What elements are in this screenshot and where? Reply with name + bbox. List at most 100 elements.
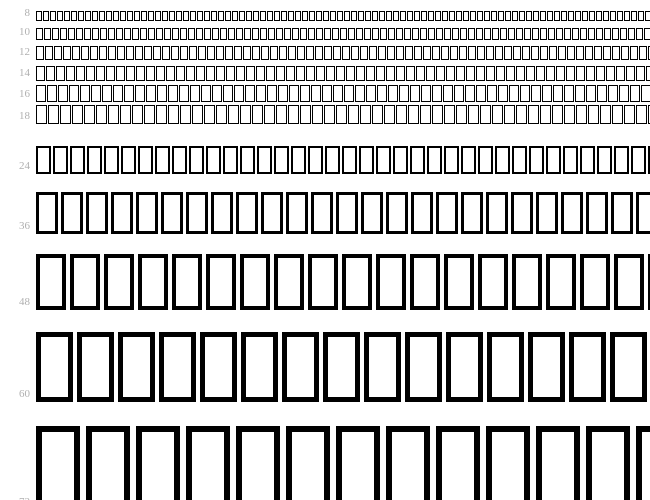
notdef-glyph — [405, 46, 413, 60]
notdef-glyph — [612, 28, 619, 40]
notdef-glyph — [311, 85, 321, 102]
notdef-glyph — [460, 28, 467, 40]
notdef-glyph — [288, 11, 294, 21]
size-row: 36 — [0, 192, 650, 234]
glyph-run — [36, 146, 650, 174]
notdef-glyph — [216, 46, 224, 60]
notdef-glyph — [96, 66, 105, 81]
notdef-glyph — [120, 11, 126, 21]
notdef-glyph — [223, 146, 238, 174]
notdef-glyph — [617, 11, 623, 21]
notdef-glyph — [366, 85, 376, 102]
notdef-glyph — [228, 105, 239, 124]
notdef-glyph — [168, 105, 179, 124]
notdef-glyph — [470, 11, 476, 21]
notdef-glyph — [148, 28, 155, 40]
notdef-glyph — [580, 146, 595, 174]
notdef-glyph — [326, 66, 335, 81]
notdef-glyph — [240, 105, 251, 124]
notdef-glyph — [267, 85, 277, 102]
notdef-glyph — [586, 85, 596, 102]
notdef-glyph — [372, 28, 379, 40]
size-row: 8 — [0, 8, 650, 21]
notdef-glyph — [426, 66, 435, 81]
notdef-glyph — [387, 46, 395, 60]
notdef-glyph — [491, 11, 497, 21]
notdef-glyph — [146, 85, 156, 102]
notdef-glyph — [68, 28, 75, 40]
notdef-glyph — [410, 85, 420, 102]
notdef-glyph — [582, 11, 588, 21]
glyph-run — [36, 46, 650, 60]
notdef-glyph — [330, 11, 336, 21]
notdef-glyph — [377, 85, 387, 102]
notdef-glyph — [189, 146, 204, 174]
notdef-glyph — [443, 85, 453, 102]
notdef-glyph — [446, 66, 455, 81]
notdef-glyph — [256, 66, 265, 81]
notdef-glyph — [141, 11, 147, 21]
notdef-glyph — [596, 28, 603, 40]
notdef-glyph — [44, 28, 51, 40]
notdef-glyph — [427, 146, 442, 174]
notdef-glyph — [267, 11, 273, 21]
notdef-glyph — [136, 192, 158, 234]
notdef-glyph — [528, 332, 565, 402]
notdef-glyph — [156, 66, 165, 81]
notdef-glyph — [200, 332, 237, 402]
notdef-glyph — [260, 28, 267, 40]
notdef-glyph — [52, 28, 59, 40]
notdef-glyph — [576, 105, 587, 124]
notdef-glyph — [492, 28, 499, 40]
notdef-glyph — [84, 28, 91, 40]
notdef-glyph — [624, 105, 635, 124]
notdef-glyph — [289, 85, 299, 102]
notdef-glyph — [207, 46, 215, 60]
notdef-glyph — [580, 28, 587, 40]
notdef-glyph — [245, 85, 255, 102]
size-label: 12 — [0, 47, 36, 60]
notdef-glyph — [196, 28, 203, 40]
notdef-glyph — [225, 46, 233, 60]
size-label: 36 — [0, 221, 36, 234]
glyph-run — [36, 85, 650, 102]
notdef-glyph — [604, 28, 611, 40]
notdef-glyph — [568, 11, 574, 21]
notdef-glyph — [252, 46, 260, 60]
notdef-glyph — [336, 66, 345, 81]
notdef-glyph — [399, 85, 409, 102]
notdef-glyph — [108, 105, 119, 124]
notdef-glyph — [324, 28, 331, 40]
notdef-glyph — [486, 66, 495, 81]
notdef-glyph — [102, 85, 112, 102]
notdef-glyph — [246, 11, 252, 21]
notdef-glyph — [57, 11, 63, 21]
notdef-glyph — [407, 11, 413, 21]
size-label: 10 — [0, 27, 36, 40]
notdef-glyph — [423, 46, 431, 60]
notdef-glyph — [282, 332, 319, 402]
notdef-glyph — [531, 85, 541, 102]
notdef-glyph — [190, 11, 196, 21]
notdef-glyph — [72, 46, 80, 60]
notdef-glyph — [197, 11, 203, 21]
notdef-glyph — [388, 85, 398, 102]
notdef-glyph — [124, 28, 131, 40]
notdef-glyph — [468, 46, 476, 60]
notdef-glyph — [432, 85, 442, 102]
notdef-glyph — [234, 46, 242, 60]
notdef-glyph — [492, 105, 503, 124]
notdef-glyph — [126, 66, 135, 81]
notdef-glyph — [241, 332, 278, 402]
notdef-glyph — [316, 28, 323, 40]
notdef-glyph — [452, 28, 459, 40]
notdef-glyph — [531, 46, 539, 60]
notdef-glyph — [476, 28, 483, 40]
notdef-glyph — [436, 28, 443, 40]
size-row: 18 — [0, 105, 650, 124]
notdef-glyph — [46, 66, 55, 81]
notdef-glyph — [636, 28, 643, 40]
notdef-glyph — [336, 426, 380, 500]
notdef-glyph — [404, 28, 411, 40]
notdef-glyph — [274, 254, 304, 310]
